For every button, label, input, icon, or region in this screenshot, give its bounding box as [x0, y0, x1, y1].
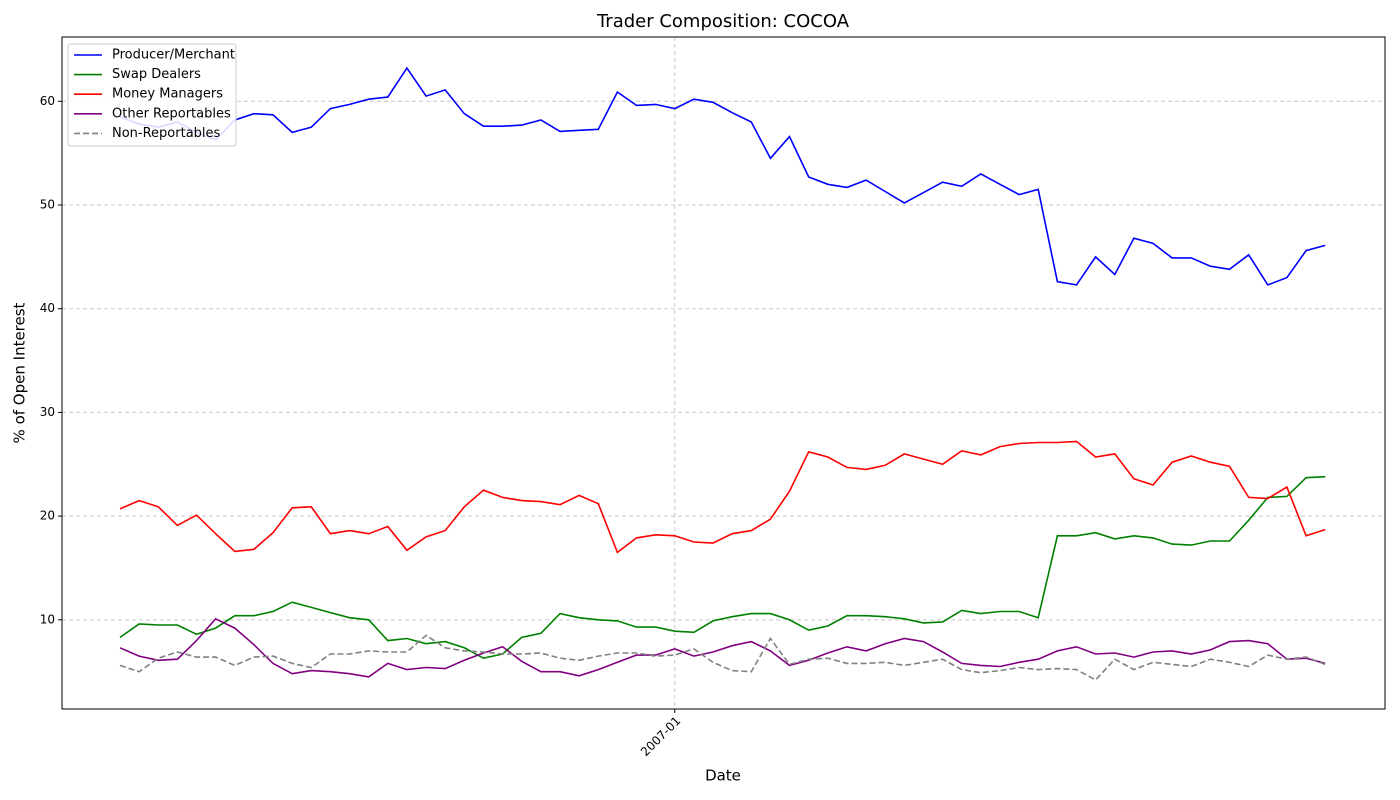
series-line: [119, 440, 1326, 554]
y-tick-label: 40: [40, 301, 55, 315]
y-tick-label: 60: [40, 94, 55, 108]
series-line: [119, 475, 1326, 660]
x-tick-label: 2007-01: [638, 714, 683, 759]
y-axis-label: % of Open Interest: [11, 302, 29, 443]
legend-label: Other Reportables: [112, 106, 231, 121]
chart-title: Trader Composition: COCOA: [596, 11, 850, 32]
y-tick-label: 50: [40, 198, 55, 212]
series-line: [119, 617, 1326, 678]
legend-label: Non-Reportables: [112, 126, 221, 141]
plot-frame: [61, 36, 1386, 710]
y-tick-label: 10: [40, 612, 55, 626]
legend-box: [67, 43, 237, 147]
legend-label: Producer/Merchant: [112, 48, 235, 63]
y-tick-label: 20: [40, 509, 55, 523]
legend-label: Money Managers: [112, 87, 223, 102]
legend: Producer/Merchant Swap Dealers Money Manag…: [67, 43, 237, 147]
x-axis-label: Date: [705, 767, 741, 785]
y-tick-label: 30: [40, 405, 55, 419]
series-line: [119, 66, 1326, 286]
legend-label: Swap Dealers: [112, 67, 201, 82]
series-line: [119, 634, 1326, 682]
